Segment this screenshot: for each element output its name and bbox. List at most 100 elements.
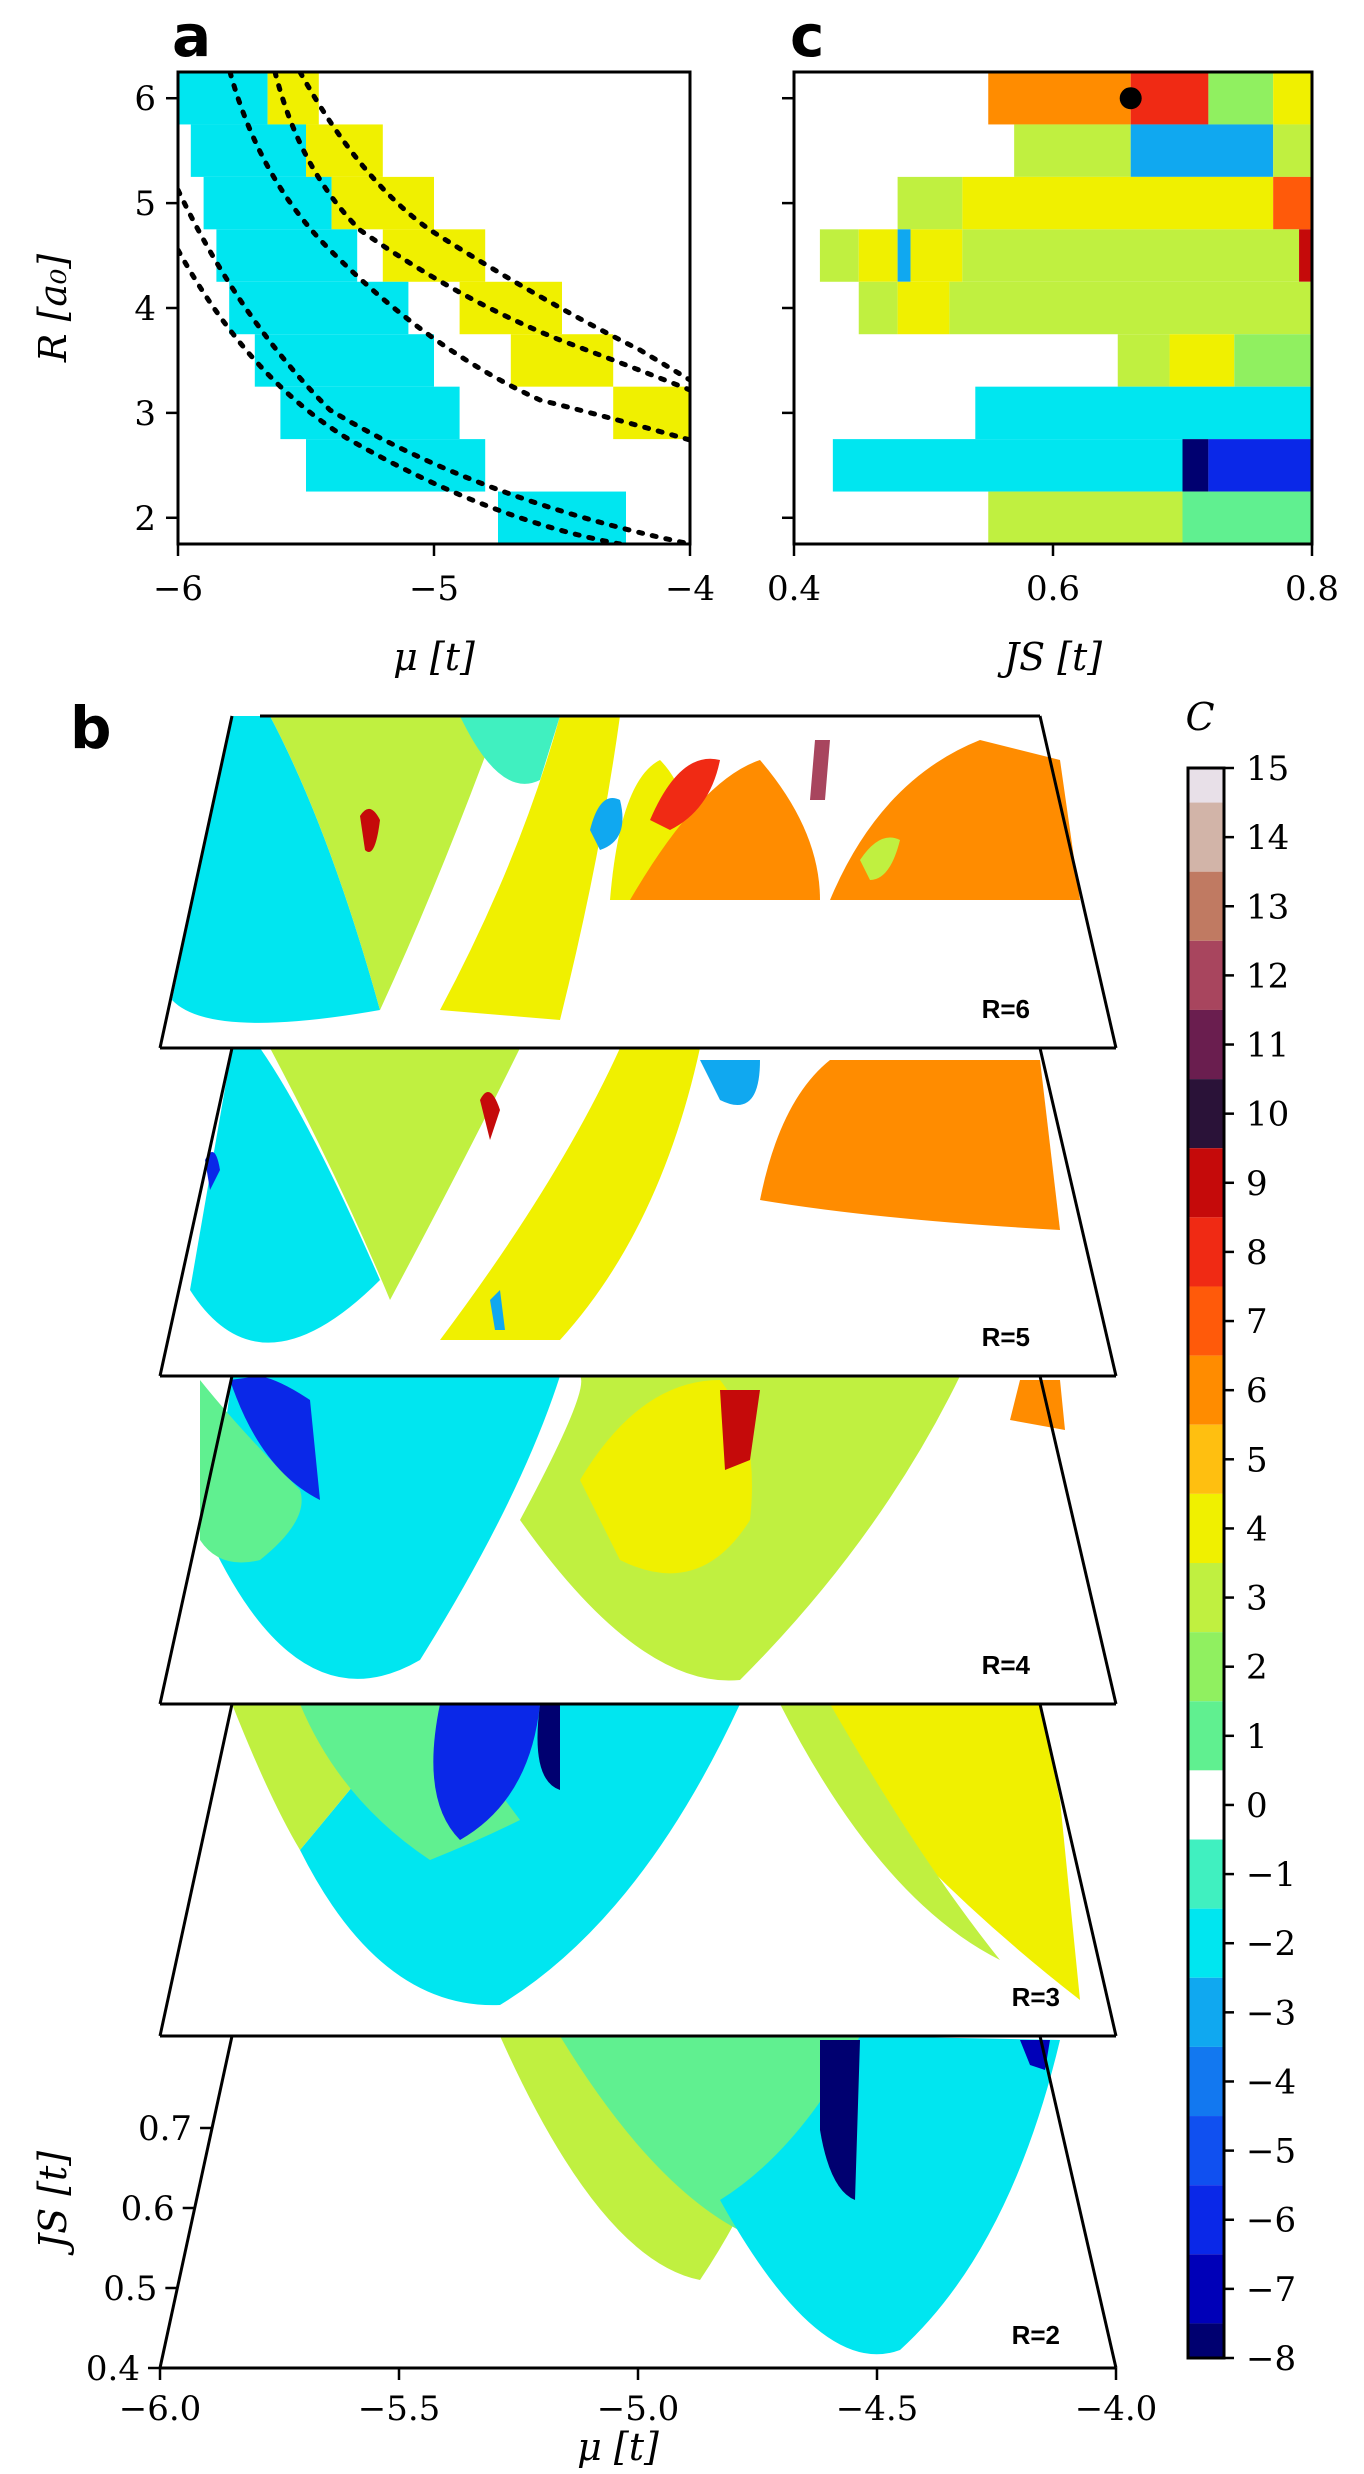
colorbar-swatch [1188,802,1224,872]
panel-a-cells [178,72,690,544]
region [490,1290,505,1330]
slice-r3: R=3 [158,1702,1118,2037]
slice-r5: R=5 [158,1046,1118,1377]
colorbar-swatch [1188,2046,1224,2117]
slice-right-edge [1038,1703,1118,2037]
colorbar-label: −6 [1246,2201,1296,2241]
colorbar-swatch [1188,768,1224,803]
colorbar-swatch [1188,1701,1224,1771]
colorbar-label: −8 [1246,2339,1296,2379]
colorbar-label: 1 [1246,1717,1268,1757]
panel-a-y-ticks: 2 3 4 5 6 [134,79,178,539]
heatmap-cell [1182,439,1209,492]
panel-letter-b: b [70,694,112,762]
colorbar-label: 14 [1246,818,1289,858]
heatmap-cell [1273,176,1312,230]
panel-letter-a: a [172,2,211,70]
panel-b: R=6 R=5 [31,714,1157,2469]
heatmap-cell [267,72,319,125]
heatmap-cell [1117,334,1170,387]
selected-point-marker [1119,87,1142,110]
heatmap-cell [1273,72,1312,125]
region [480,1092,500,1140]
colorbar-swatch [1188,1977,1224,2047]
x-tick-label: 0.6 [1026,569,1080,609]
heatmap-cell [498,491,626,544]
x-tick-label: −4 [665,569,715,609]
heatmap-cell [1208,72,1274,125]
region [440,716,620,1020]
region [172,716,380,1023]
x-tick-label: −5.5 [358,2389,441,2429]
colorbar-swatch [1188,1770,1224,1840]
panel-b-x-ticks: −6.0 −5.5 −5.0 −4.5 −4.0 [119,2368,1157,2429]
heatmap-cell [988,72,1131,125]
colorbar-swatch [1188,940,1224,1010]
colorbar-label: −3 [1246,1993,1296,2033]
region [537,1704,560,1790]
colorbar-swatch [1188,1079,1224,1149]
heatmap-cell [1182,491,1312,544]
region [433,1704,540,1840]
heatmap-cell [331,176,434,230]
heatmap-cell [190,124,306,177]
colorbar-swatch [1188,871,1224,941]
slice-right-edge [1038,715,1118,1049]
x-tick-label: 0.8 [1285,569,1339,609]
region [810,740,830,800]
x-tick-label: 0.4 [767,569,821,609]
region [860,837,900,880]
boundary-curve [178,187,690,544]
heatmap-cell [1234,334,1312,387]
colorbar-swatch [1188,1632,1224,1702]
heatmap-cell [178,72,268,125]
colorbar-label: 4 [1246,1509,1268,1549]
slice-r6: R=6 [158,714,1118,1049]
heatmap-cell [962,229,1300,282]
colorbar-swatch [1188,2185,1224,2255]
colorbar-label: 7 [1246,1302,1268,1342]
x-tick-label: −5.0 [597,2389,680,2429]
slice-label-r5: R=5 [982,1322,1030,1352]
heatmap-cell [975,386,1312,440]
colorbar-label: 12 [1246,956,1289,996]
heatmap-cell [306,124,383,177]
heatmap-cell [897,176,963,230]
heatmap-cell [1014,124,1131,177]
region [760,1060,1060,1230]
colorbar-swatch [1188,1355,1224,1425]
colorbar-swatch [1188,1424,1224,1494]
colorbar-swatch [1188,1908,1224,1978]
panel-c-y-ticks [782,96,794,520]
region [820,2040,860,2200]
colorbar-label: 0 [1246,1786,1268,1826]
y-tick-label: 5 [134,184,156,224]
colorbar-swatch [1188,2116,1224,2186]
slice-right-edge [1038,1047,1118,1377]
x-tick-label: −5 [409,569,459,609]
colorbar-label: 13 [1246,887,1289,927]
region [190,1048,380,1343]
slice-r2: R=2 [158,2034,1118,2370]
heatmap-cell [858,281,898,335]
x-tick-label: −6.0 [119,2389,202,2429]
y-tick-label: 0.5 [103,2269,157,2309]
slice-label-r6: R=6 [982,994,1030,1024]
colorbar-title: C [1185,695,1214,739]
slice-left-edge [158,1375,234,1705]
heatmap-cell [897,229,911,282]
slice-left-edge [158,1703,234,2037]
slice-label-r2: R=2 [1012,2320,1060,2350]
panel-a-x-ticks: −6 −5 −4 [153,544,715,609]
slice-right-edge [1038,1375,1118,1705]
colorbar-label: −5 [1246,2132,1296,2172]
panel-a-y-label: R [a₀] [31,254,75,363]
colorbar-label: 9 [1246,1164,1268,1204]
heatmap-cell [897,281,950,335]
colorbar-label: −1 [1246,1855,1296,1895]
colorbar-swatch [1188,1286,1224,1356]
region [720,2036,1060,2355]
slice-right-edge [1038,2035,1118,2369]
